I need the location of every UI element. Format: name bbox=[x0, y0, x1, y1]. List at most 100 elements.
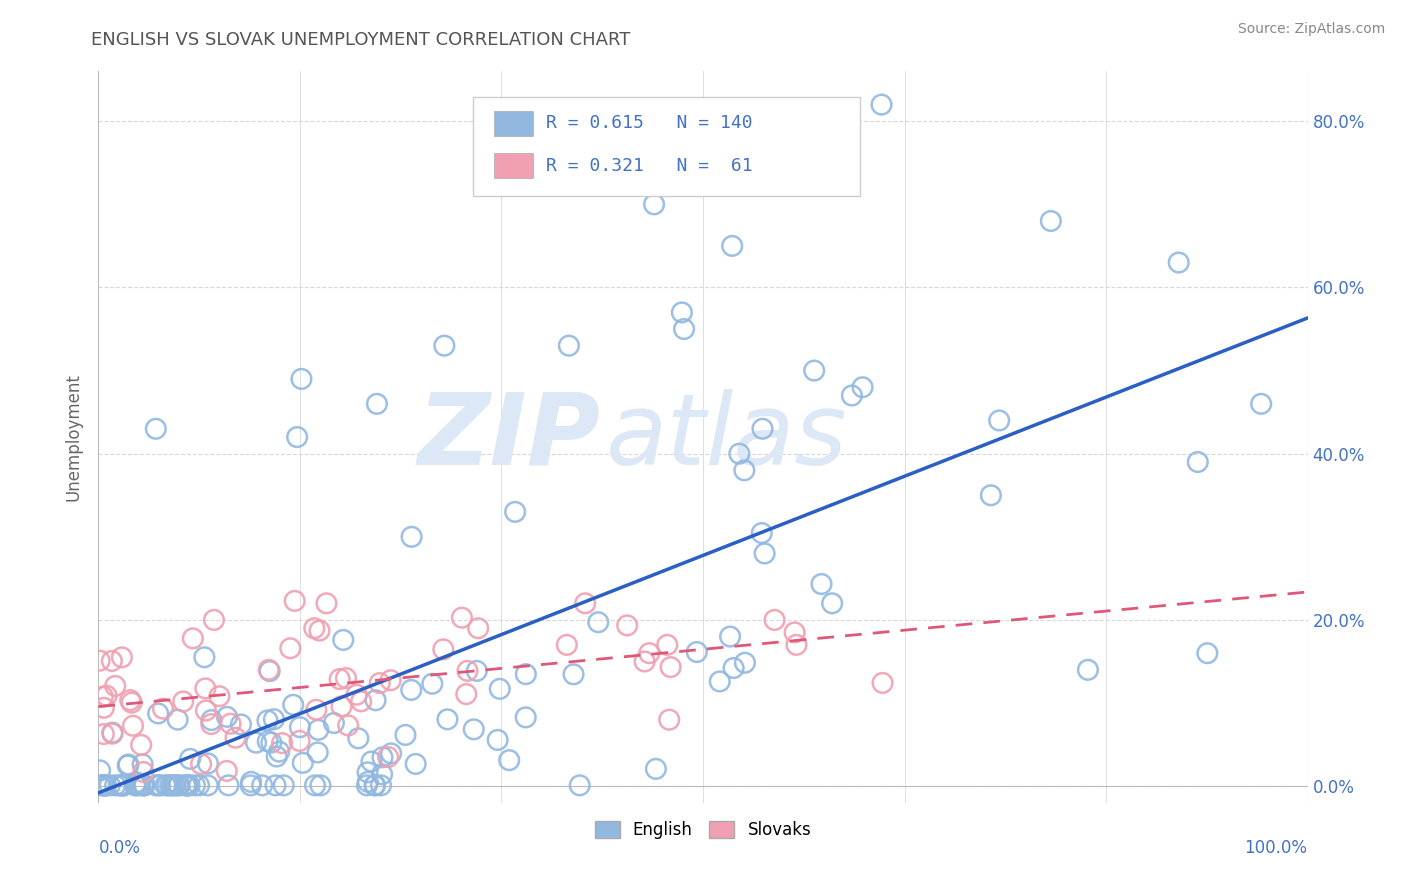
Point bbox=[132, 778, 155, 792]
Point bbox=[94, 778, 117, 792]
Point bbox=[436, 712, 458, 726]
Point bbox=[104, 778, 127, 792]
Point bbox=[260, 735, 283, 749]
Point bbox=[1197, 646, 1219, 660]
Point bbox=[515, 710, 537, 724]
Text: Source: ZipAtlas.com: Source: ZipAtlas.com bbox=[1237, 22, 1385, 37]
Point bbox=[93, 778, 115, 792]
Point bbox=[156, 778, 179, 792]
Point bbox=[671, 305, 693, 319]
Point bbox=[155, 778, 177, 792]
Point bbox=[278, 641, 301, 656]
Point bbox=[197, 756, 219, 771]
Point bbox=[401, 530, 423, 544]
Point bbox=[194, 681, 217, 696]
Point bbox=[488, 681, 510, 696]
Point bbox=[128, 778, 150, 792]
FancyBboxPatch shape bbox=[474, 97, 860, 195]
Point bbox=[346, 688, 368, 702]
Point bbox=[555, 638, 578, 652]
Point bbox=[283, 698, 305, 712]
Point bbox=[146, 706, 169, 721]
Point bbox=[734, 656, 756, 670]
Point bbox=[259, 664, 281, 678]
Point bbox=[616, 618, 638, 632]
Point bbox=[263, 712, 285, 726]
Point bbox=[308, 624, 330, 638]
Point bbox=[841, 388, 863, 402]
Point bbox=[256, 714, 278, 728]
Point bbox=[245, 736, 267, 750]
Point bbox=[172, 694, 194, 708]
Point bbox=[112, 778, 135, 792]
Point bbox=[271, 736, 294, 750]
Point bbox=[309, 778, 332, 792]
Point bbox=[723, 661, 745, 675]
Point bbox=[851, 380, 873, 394]
Point bbox=[179, 752, 201, 766]
Point bbox=[148, 778, 170, 792]
Point bbox=[988, 413, 1011, 427]
Point bbox=[291, 756, 314, 770]
Point bbox=[394, 728, 416, 742]
Point bbox=[304, 778, 326, 792]
Point bbox=[193, 650, 215, 665]
Point bbox=[269, 745, 291, 759]
Point bbox=[132, 764, 155, 779]
Point bbox=[638, 646, 661, 660]
Point bbox=[633, 655, 655, 669]
Point bbox=[104, 679, 127, 693]
Point bbox=[503, 505, 526, 519]
Point bbox=[357, 774, 380, 789]
Point bbox=[980, 488, 1002, 502]
Point bbox=[190, 757, 212, 772]
Point bbox=[658, 713, 681, 727]
Point bbox=[657, 638, 679, 652]
Point bbox=[1039, 214, 1062, 228]
Point bbox=[673, 322, 696, 336]
Point bbox=[229, 717, 252, 731]
Point bbox=[332, 632, 354, 647]
Text: 0.0%: 0.0% bbox=[98, 839, 141, 857]
Point bbox=[785, 638, 807, 652]
Point bbox=[121, 696, 143, 710]
Text: ZIP: ZIP bbox=[418, 389, 600, 485]
Point bbox=[101, 725, 124, 739]
Point bbox=[134, 778, 156, 792]
Point bbox=[129, 738, 152, 752]
FancyBboxPatch shape bbox=[494, 153, 533, 178]
Point bbox=[335, 671, 357, 685]
Point bbox=[125, 778, 148, 792]
Point bbox=[330, 699, 353, 714]
Point bbox=[145, 422, 167, 436]
Point bbox=[124, 778, 146, 792]
Point bbox=[718, 630, 741, 644]
Point bbox=[122, 719, 145, 733]
Point bbox=[224, 731, 246, 745]
Point bbox=[163, 778, 186, 792]
Point bbox=[465, 664, 488, 678]
Point bbox=[89, 778, 111, 792]
Point bbox=[356, 778, 378, 792]
Point bbox=[215, 710, 238, 724]
Point bbox=[870, 97, 893, 112]
Point bbox=[91, 690, 114, 704]
Point bbox=[304, 621, 326, 635]
Point bbox=[733, 463, 755, 477]
Point bbox=[709, 674, 731, 689]
Point bbox=[588, 615, 610, 630]
Point bbox=[810, 577, 832, 591]
Point bbox=[194, 704, 217, 718]
Point bbox=[456, 664, 478, 678]
Point bbox=[515, 667, 537, 681]
Point bbox=[101, 654, 124, 668]
Point bbox=[1077, 663, 1099, 677]
Text: 100.0%: 100.0% bbox=[1244, 839, 1308, 857]
Point bbox=[120, 693, 142, 707]
Point bbox=[380, 673, 402, 688]
Point bbox=[165, 778, 187, 792]
Point bbox=[250, 778, 273, 792]
Point bbox=[179, 778, 201, 792]
Point bbox=[370, 778, 392, 792]
Point bbox=[751, 422, 773, 436]
